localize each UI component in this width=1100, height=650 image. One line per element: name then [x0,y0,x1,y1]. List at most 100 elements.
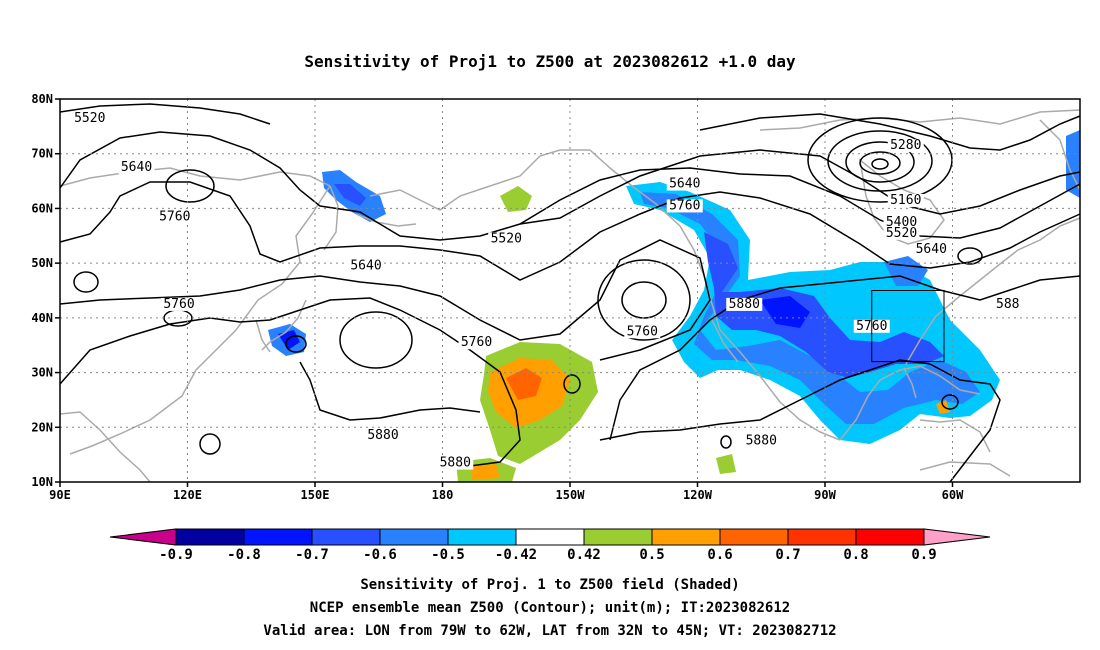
colorbar-label: -0.9 [159,547,193,563]
colorbar-swatch [311,528,381,546]
lon-tick-label: 150W [556,488,586,502]
colorbar-label: -0.8 [227,547,261,563]
coast-asia-north [59,167,331,187]
contour-low-center-3 [845,141,915,183]
contour-label-bg [883,215,920,229]
contour-label: 5400 [886,215,917,230]
contour-5400-east [699,113,1081,151]
colorbar-swatch [243,528,313,546]
contour-label: 5880 [746,434,777,449]
lon-tick-label: 90W [814,488,836,502]
contour-label: 5880 [367,428,398,443]
contour-5760-south [59,239,711,361]
colorbar-label: 0.5 [639,547,664,563]
colorbar-swatch [855,528,925,546]
lon-tick-label: 60W [942,488,964,502]
contour-small-4 [285,335,307,353]
coast-asia-east [69,185,331,455]
shade-patch-pacific-dark [506,368,542,400]
graticule [60,99,1080,482]
contour-small-5 [563,374,581,394]
contour-label-bg [365,429,401,443]
coast-kamchatka [323,185,339,251]
contour-low-center-2 [827,130,933,192]
coast-na-east [905,217,1081,365]
colorbar-label: 0.7 [775,547,800,563]
shade-patch-pacific-south-orange [470,464,500,480]
figure-title: Sensitivity of Proj1 to Z500 at 20230826… [304,52,796,71]
lon-tick-label: 90E [49,488,71,502]
colorbar-swatch [719,528,789,546]
colorbar-label: 0.42 [567,547,601,563]
contour-label: 5640 [121,160,152,175]
contour-label: 5520 [491,231,522,246]
contour-small-7 [941,394,959,410]
contour-label: 5880 [440,456,471,471]
lat-tick-label: 30N [31,366,53,380]
contour-label: 5520 [886,226,917,241]
contour-high-pacific [597,259,691,341]
contour-5880-sub [299,361,481,421]
colorbar-label: -0.6 [363,547,397,563]
contour-5880-south-east [599,359,1001,483]
coast-japan [261,299,307,351]
contour-label-bg [348,259,384,273]
contour-small-6 [720,435,732,449]
contour-label-bg [458,336,495,350]
contour-labels: 5520564057605640552057605760588058805640… [71,111,1026,471]
contour-small-3 [199,433,221,455]
contour-5760-west [59,181,761,281]
contour-label-bg [71,111,108,125]
contour-label: 5640 [669,177,700,192]
contour-high-asia [165,169,215,203]
colorbar-label: -0.42 [495,547,537,563]
colorbar-label: 0.9 [911,547,936,563]
lat-tick-label: 60N [31,201,53,215]
contour-label-bg [666,199,703,213]
contour-5520-east [519,149,1081,225]
contour-5640-west [59,131,741,241]
shade-patch-na-dark [760,296,810,328]
contour-label: 5880 [729,297,760,312]
coast-hudson [858,158,945,245]
shade-patch-japan-core [278,330,300,350]
shade-patch-caribbean-orange [936,400,950,414]
contour-label-bg [887,193,924,207]
shade-patch-arctic [500,186,532,212]
contour-label: 5640 [916,242,947,257]
contour-5520-west [59,103,271,125]
coast-gulf [839,365,981,441]
colorbar-swatch [515,528,585,546]
contour-label: 5760 [163,297,194,312]
coast-asia-south [59,411,151,483]
contour-label: 5760 [669,198,700,213]
shade-patch-tropic-green [716,454,736,474]
colorbar-label: -0.7 [295,547,329,563]
colorbar-min-arrow [109,528,177,546]
valid-area-box [871,290,945,363]
contour-label-bg [437,456,474,470]
lat-tick-label: 80N [31,92,53,106]
contour-low-center-4 [859,151,901,175]
colorbar: -0.9 -0.8 -0.7 -0.6 -0.5 -0.42 0.42 0.5 0.6 0.7 0.… [109,528,991,563]
lon-tick-label: 120W [683,488,713,502]
lon-tick-label: 150E [301,488,330,502]
colorbar-label: 0.6 [707,547,732,563]
colorbar-max-arrow [923,528,991,546]
contour-small-1 [73,271,99,293]
contour-label-bg [488,232,525,246]
contour-5880-east [609,275,1081,441]
contour-small-8 [957,247,983,265]
contour-high-sea [339,311,413,369]
contour-label: 5520 [74,111,105,126]
lon-tick-label: 180 [432,488,454,502]
contour-5640-east [739,173,1081,239]
lat-tick-label: 10N [31,475,53,489]
colorbar-swatch [447,528,517,546]
colorbar-swatch [379,528,449,546]
contour-label-bg [666,177,703,191]
colorbar-label: 0.8 [843,547,868,563]
colorbar-swatch [175,528,245,546]
contour-label: 5160 [890,193,921,208]
